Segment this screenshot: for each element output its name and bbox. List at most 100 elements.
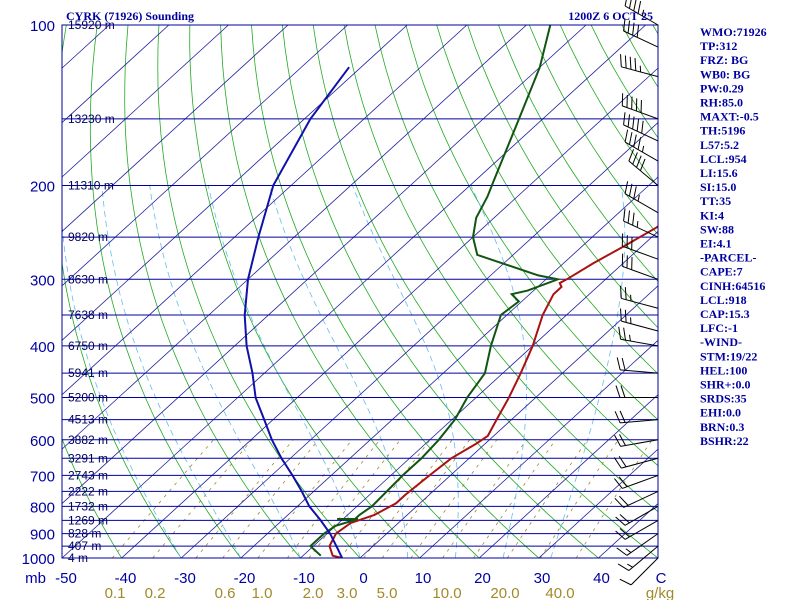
index-line: LI:15.6 — [700, 166, 738, 180]
isotherm — [62, 25, 348, 287]
wind-barb-flag — [613, 457, 622, 469]
wind-barb — [623, 18, 659, 48]
wind-barb-flag — [628, 149, 635, 162]
pressure-tick-label: 1000 — [22, 551, 55, 568]
wind-barb-staff — [624, 5, 659, 26]
wind-barb-staff — [621, 457, 659, 469]
isotherm — [478, 394, 658, 558]
mixing-ratio-line — [575, 439, 653, 558]
wind-barb-flag — [641, 120, 644, 134]
height-label: 11310 m — [68, 178, 114, 192]
index-line: WB0: BG — [700, 67, 750, 81]
temperature-tick-label: -30 — [174, 570, 196, 587]
wind-barb-staff — [620, 419, 659, 424]
wind-barb — [621, 93, 659, 120]
pressure-tick-label: 300 — [30, 272, 55, 289]
wind-barb-staff — [622, 105, 659, 120]
index-line: STM:19/22 — [700, 349, 757, 363]
isotherm — [62, 25, 646, 558]
height-label: 1732 m — [68, 499, 108, 513]
wind-barb-flag — [624, 309, 627, 323]
wind-barb — [628, 149, 659, 186]
wind-barb-staff — [621, 297, 659, 309]
height-label: 15920 m — [68, 18, 115, 32]
wind-barb-flag — [628, 0, 632, 9]
moist-adiabat — [207, 185, 361, 558]
wind-barb — [620, 54, 659, 78]
wind-barb — [615, 519, 659, 540]
index-line: SRDS:35 — [700, 392, 747, 406]
mixing-ratio-label: 0.2 — [145, 585, 166, 600]
wind-barb-flag — [618, 476, 628, 488]
index-line: CAP:15.3 — [700, 307, 750, 321]
wind-barb-half-flag — [641, 145, 645, 153]
mixing-ratio-line — [473, 439, 556, 558]
wind-barb-flag — [636, 24, 640, 38]
wind-barb-half-flag — [641, 9, 645, 17]
wind-barb-flag — [614, 478, 623, 489]
temperature-tick-label: 10 — [415, 570, 432, 587]
isotherm — [62, 25, 229, 178]
pressure-tick-label: 900 — [30, 527, 55, 544]
height-label: 407 m — [68, 539, 101, 553]
wind-barb — [620, 308, 659, 332]
wind-barb-flag — [627, 210, 631, 224]
index-line: TP:312 — [700, 39, 737, 53]
wind-barb-flag — [628, 132, 633, 145]
wind-barb-flag — [620, 54, 622, 67]
wind-barb — [624, 129, 659, 162]
wind-barb-flag — [618, 326, 622, 340]
mixing-ratio-label: 10.0 — [432, 585, 461, 600]
wind-barb — [614, 490, 659, 508]
wind-barb — [623, 208, 659, 238]
wind-barb-flag — [619, 514, 630, 524]
index-line: BSHR:22 — [700, 434, 749, 448]
wind-barb-staff — [630, 557, 659, 586]
isotherm — [62, 25, 527, 450]
axis-label-layer: 15920 m 13230 m 11310 m 9820 m 8630 m 7638 m 6… — [22, 18, 675, 600]
wind-barb-staff — [626, 533, 659, 556]
index-line: PW:0.29 — [700, 81, 744, 95]
wind-barb-flag — [615, 385, 621, 398]
temperature-tick-label: 40 — [593, 570, 610, 587]
wind-barb-staff — [621, 66, 659, 78]
wind-barb — [621, 233, 659, 260]
wind-barb-flag — [633, 0, 637, 12]
plot-frame — [61, 24, 659, 559]
parcel-trace — [243, 66, 350, 558]
wind-barb-flag — [633, 186, 637, 199]
wind-barb-flag — [619, 495, 629, 506]
height-label: 7638 m — [68, 308, 108, 322]
index-line: LFC:-1 — [700, 321, 738, 335]
wind-barb-staff — [620, 369, 659, 374]
grid-layer — [62, 25, 658, 558]
temperature-tick-label: -40 — [115, 570, 137, 587]
wind-barb-flag — [633, 134, 637, 148]
pressure-tick-label: 100 — [30, 18, 55, 35]
wind-barb-flag — [624, 287, 627, 300]
index-line: LCL:954 — [700, 152, 747, 166]
wind-barb-half-flag — [629, 334, 631, 342]
wind-barb-flag — [636, 155, 642, 168]
wind-barb — [615, 385, 658, 399]
height-label: 13230 m — [68, 112, 115, 126]
wind-barb-flag — [627, 20, 631, 34]
wind-barb-staff — [623, 30, 659, 48]
station-title: CYRK (71926) Sounding — [66, 9, 194, 23]
wind-barb-staff — [628, 545, 659, 571]
wind-barb-flag — [620, 308, 622, 322]
wind-barb-flag — [621, 357, 626, 371]
wind-barb-flag — [623, 208, 626, 222]
index-line: RH:85.0 — [700, 96, 743, 110]
wind-barb-flag — [624, 55, 627, 69]
temperature-tick-label: 0 — [359, 570, 367, 587]
mixing-ratio-line — [539, 439, 619, 558]
mixing-ratio-label: 0.1 — [105, 585, 126, 600]
index-line: EI:4.1 — [700, 237, 732, 251]
wind-barb-flag — [614, 411, 621, 424]
wind-barb-flag — [616, 357, 621, 370]
wind-barb-flag — [623, 18, 626, 32]
pressure-tick-label: 700 — [30, 468, 55, 485]
